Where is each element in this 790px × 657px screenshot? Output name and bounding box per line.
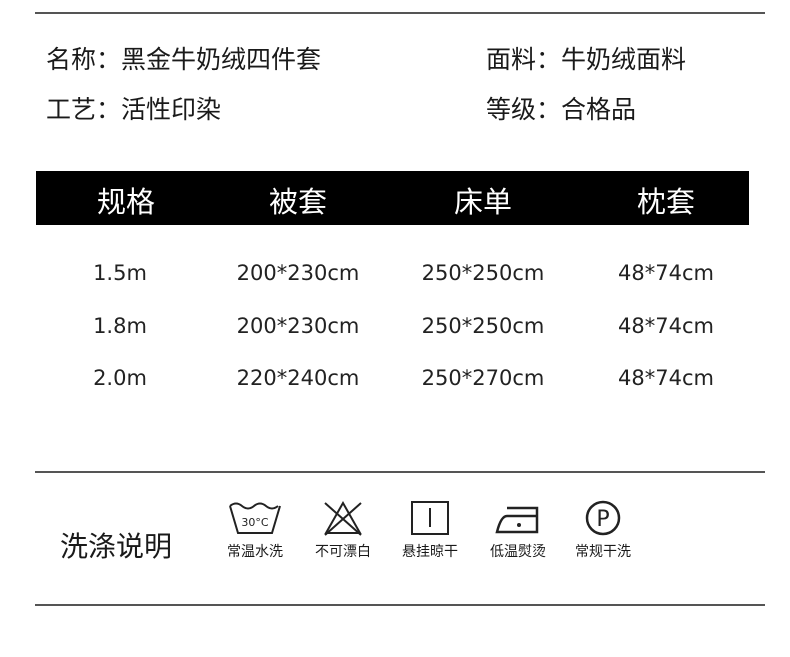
care-label: 悬挂晾干: [402, 544, 458, 560]
fabric-label: 面料：: [486, 45, 562, 74]
header-pillowcase: 枕套: [636, 185, 696, 219]
wash-temp: 30°C: [241, 516, 268, 529]
name-label: 名称：: [46, 45, 122, 74]
low-iron-icon: [495, 506, 539, 534]
cell-sheet: 250*250cm: [421, 314, 545, 338]
header-bed-sheet: 床单: [453, 185, 513, 219]
cell-sheet: 250*270cm: [421, 366, 545, 390]
no-bleach-icon: [324, 500, 362, 536]
care-item-low-iron: 低温熨烫: [475, 500, 561, 561]
cell-duvet: 200*230cm: [236, 314, 360, 338]
header-size: 规格: [96, 185, 156, 219]
name-value: 黑金牛奶绒四件套: [121, 45, 322, 74]
bottom-divider: [35, 604, 765, 606]
care-item-wash: 30°C 常温水洗: [212, 500, 298, 561]
cell-sheet: 250*250cm: [421, 261, 545, 285]
care-item-no-bleach: 不可漂白: [300, 500, 386, 561]
cell-size: 1.8m: [93, 314, 147, 338]
wash-30c-icon: 30°C: [229, 502, 281, 534]
care-label: 低温熨烫: [490, 544, 546, 560]
dry-clean-letter: P: [596, 507, 609, 532]
cell-size: 2.0m: [93, 366, 147, 390]
header-duvet-cover: 被套: [268, 185, 328, 219]
hang-dry-icon: [411, 501, 449, 535]
cell-size: 1.5m: [93, 261, 147, 285]
craft-value: 活性印染: [121, 95, 222, 124]
care-item-hang-dry: 悬挂晾干: [387, 500, 473, 561]
craft-label: 工艺：: [46, 95, 122, 124]
care-label: 常温水洗: [227, 544, 283, 560]
cell-pillow: 48*74cm: [618, 314, 714, 338]
top-divider: [35, 12, 765, 14]
grade-label: 等级：: [486, 95, 562, 124]
cell-pillow: 48*74cm: [618, 261, 714, 285]
cell-pillow: 48*74cm: [618, 366, 714, 390]
name-field: 名称：黑金牛奶绒四件套: [46, 40, 321, 76]
fabric-field: 面料：牛奶绒面料: [486, 40, 686, 76]
size-table-header: 规格 被套 床单 枕套: [36, 171, 749, 225]
cell-duvet: 200*230cm: [236, 261, 360, 285]
cell-duvet: 220*240cm: [236, 366, 360, 390]
dry-clean-p-icon: P: [585, 500, 621, 536]
grade-field: 等级：合格品: [486, 90, 636, 126]
fabric-value: 牛奶绒面料: [561, 45, 687, 74]
care-item-dry-clean: P 常规干洗: [560, 500, 646, 561]
grade-value: 合格品: [561, 95, 637, 124]
middle-divider: [35, 471, 765, 473]
care-label: 常规干洗: [575, 544, 631, 560]
care-title: 洗涤说明: [60, 530, 173, 563]
care-label: 不可漂白: [315, 544, 371, 560]
craft-field: 工艺：活性印染: [46, 90, 221, 126]
